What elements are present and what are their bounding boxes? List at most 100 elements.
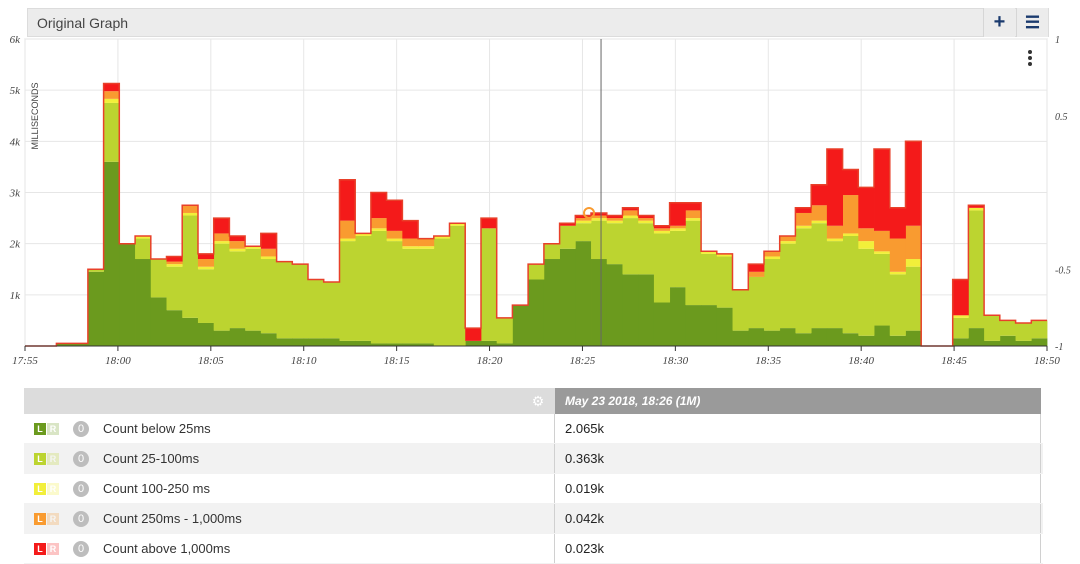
table-header-date: May 23 2018, 18:26 (1M): [555, 388, 1041, 414]
series-bar: [638, 223, 655, 275]
series-bar: [748, 264, 765, 272]
series-bar: [323, 338, 340, 346]
series-bar: [559, 223, 576, 226]
left-axis-toggle[interactable]: L: [34, 422, 46, 435]
table-body: L R 0 Count below 25ms 2.065k L R 0 Count 25-100…: [24, 414, 1043, 564]
table-row[interactable]: L R 0 Count 100-250 ms 0.019k: [24, 474, 1043, 504]
series-bar: [213, 241, 230, 244]
series-bar: [779, 235, 796, 242]
series-bar: [842, 233, 859, 236]
series-bar: [952, 279, 969, 316]
series-bar: [685, 220, 702, 306]
series-bar: [245, 330, 262, 346]
left-axis-toggle[interactable]: L: [34, 482, 46, 495]
series-bar: [732, 289, 749, 331]
zero-badge[interactable]: 0: [73, 480, 89, 497]
zero-badge[interactable]: 0: [73, 510, 89, 527]
y-tick-label: 4k: [10, 136, 22, 148]
stacked-area-chart[interactable]: 17:55 18:00 18:05 18:10 18:15 18:20 18:25 18:30…: [0, 36, 1080, 372]
series-bar: [135, 235, 152, 239]
series-bar: [826, 225, 843, 239]
series-bar: [874, 253, 891, 326]
series-bar: [543, 259, 560, 346]
y2-tick-label: -1: [1055, 342, 1063, 353]
series-cell: L R 0 Count 250ms - 1,000ms: [24, 504, 555, 533]
table-row[interactable]: L R 0 Count 250ms - 1,000ms 0.042k: [24, 504, 1043, 534]
table-row[interactable]: L R 0 Count above 1,000ms 0.023k: [24, 534, 1043, 564]
series-bar: [905, 330, 922, 346]
series-bar: [370, 218, 388, 229]
y2-tick-label: 1: [1055, 36, 1060, 46]
series-bar: [386, 241, 403, 344]
series-bar: [418, 248, 435, 344]
series-label: Count 250ms - 1,000ms: [103, 511, 242, 526]
series-bar: [795, 333, 812, 346]
series-bar: [732, 330, 749, 346]
series-cell: L R 0 Count below 25ms: [24, 414, 555, 443]
series-bar: [795, 225, 812, 229]
series-bar: [103, 161, 120, 346]
series-bar: [889, 207, 906, 239]
series-bar: [339, 238, 356, 242]
right-axis-toggle[interactable]: R: [47, 422, 59, 435]
series-bar: [858, 248, 875, 336]
series-bar: [559, 225, 576, 249]
series-bar: [370, 192, 388, 219]
series-bar: [874, 149, 891, 231]
left-axis-toggle[interactable]: L: [34, 452, 46, 465]
series-bar: [984, 315, 1001, 341]
series-bar: [591, 212, 608, 216]
x-tick-label: 18:35: [755, 355, 781, 367]
right-axis-toggle[interactable]: R: [47, 482, 59, 495]
zero-badge[interactable]: 0: [73, 450, 89, 467]
series-bar: [748, 271, 765, 277]
right-axis-toggle[interactable]: R: [47, 452, 59, 465]
series-bar: [229, 241, 246, 249]
series-bar: [402, 220, 419, 239]
series-bar: [968, 210, 985, 329]
series-bar: [292, 264, 309, 339]
right-axis-toggle[interactable]: R: [47, 542, 59, 555]
series-bar: [669, 287, 686, 346]
series-bar: [716, 256, 733, 308]
value-table: ⚙ May 23 2018, 18:26 (1M) L R 0 Count below…: [24, 388, 1043, 564]
table-row[interactable]: L R 0 Count 25-100ms 0.363k: [24, 444, 1043, 474]
panel-title: Original Graph: [37, 15, 129, 31]
series-bar: [229, 251, 246, 329]
table-row[interactable]: L R 0 Count below 25ms 2.065k: [24, 414, 1043, 444]
series-bar: [575, 220, 592, 224]
series-bar: [559, 248, 576, 346]
series-bar: [480, 218, 498, 229]
series-bar: [339, 241, 356, 341]
series-bar: [245, 246, 262, 249]
series-bar: [669, 230, 686, 288]
add-button[interactable]: +: [983, 8, 1015, 37]
series-bar: [197, 269, 215, 323]
series-bar: [449, 223, 466, 226]
series-bar: [575, 241, 592, 346]
series-layer: [25, 39, 1048, 347]
menu-button[interactable]: ☰: [1016, 8, 1048, 37]
zero-badge[interactable]: 0: [73, 420, 89, 437]
series-bar: [103, 102, 120, 162]
series-bar: [528, 279, 545, 346]
left-axis-toggle[interactable]: L: [34, 512, 46, 525]
series-bar: [889, 335, 906, 346]
series-bar: [779, 328, 796, 346]
series-bar: [323, 282, 340, 339]
series-bar: [402, 246, 419, 249]
series-bar: [811, 184, 828, 206]
series-bar: [826, 149, 843, 226]
right-axis-toggle[interactable]: R: [47, 512, 59, 525]
series-bar: [1031, 338, 1048, 346]
series-bar: [1015, 340, 1032, 346]
settings-gear-icon[interactable]: ⚙: [531, 393, 545, 409]
left-axis-toggle[interactable]: L: [34, 542, 46, 555]
series-bar: [87, 269, 105, 272]
series-bar: [653, 228, 671, 231]
series-bar: [166, 264, 183, 267]
chart-menu-icon[interactable]: [1028, 50, 1032, 66]
series-bar: [166, 261, 183, 265]
zero-badge[interactable]: 0: [73, 540, 89, 557]
series-bar: [386, 230, 403, 239]
